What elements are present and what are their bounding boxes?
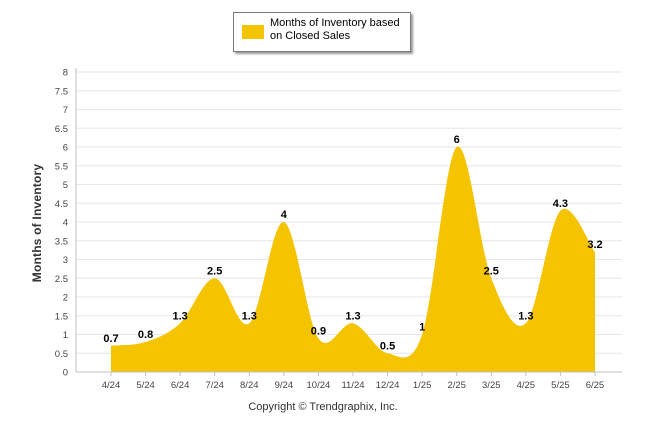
y-tick-label: 7: [63, 105, 68, 116]
y-tick-label: 2.5: [55, 274, 68, 285]
y-tick-label: 2: [63, 293, 68, 304]
x-tick-labels: 4/24 5/24 6/24 7/24 8/24 9/24 10/24 11/24 12/24 1…: [102, 372, 604, 391]
y-tick-label: 5: [63, 180, 68, 191]
y-tick-label: 3: [63, 255, 68, 266]
data-label: 0.9: [311, 325, 326, 337]
x-tick-label: 11/24: [341, 380, 364, 391]
x-tick-label: 9/24: [275, 380, 294, 391]
data-label: 6: [454, 134, 460, 146]
x-tick-label: 1/25: [413, 380, 432, 391]
data-label: 2.5: [484, 265, 499, 277]
data-label: 0.8: [138, 329, 153, 341]
legend-swatch: [242, 25, 264, 39]
y-tick-label: 0.5: [55, 349, 68, 360]
data-label: 0.5: [380, 340, 395, 352]
x-tick-label: 5/25: [551, 380, 570, 391]
y-tick-label: 6: [63, 143, 68, 154]
x-tick-label: 4/25: [517, 380, 536, 391]
gridlines: [76, 71, 622, 354]
x-tick-label: 12/24: [376, 380, 400, 391]
y-tick-label: 1: [63, 330, 68, 341]
x-tick-label: 7/24: [205, 380, 224, 391]
data-label: 1.3: [345, 310, 360, 322]
y-tick-label: 7.5: [55, 86, 68, 97]
y-tick-label: 1.5: [55, 311, 68, 322]
y-axis-title: Months of Inventory: [30, 163, 44, 283]
data-label: 4: [281, 209, 288, 221]
x-tick-label: 4/24: [102, 380, 121, 391]
data-label: 4.3: [553, 198, 568, 210]
x-tick-label: 2/25: [447, 380, 466, 391]
axes: [75, 68, 622, 373]
area-fill: [111, 146, 595, 372]
y-tick-label: 0: [63, 368, 68, 379]
legend: Months of Inventory based on Closed Sale…: [233, 12, 411, 52]
y-tick-label: 4: [63, 218, 68, 229]
x-tick-label: 8/24: [240, 380, 259, 391]
y-tick-label: 6.5: [55, 124, 68, 135]
data-label: 3.2: [587, 239, 602, 251]
legend-label: Months of Inventory based on Closed Sale…: [270, 17, 400, 42]
y-tick-label: 5.5: [55, 161, 68, 172]
x-tick-label: 5/24: [136, 380, 155, 391]
x-tick-label: 10/24: [307, 380, 331, 391]
data-label: 1: [419, 322, 425, 334]
x-tick-label: 3/25: [482, 380, 501, 391]
data-label: 1.3: [242, 310, 257, 322]
x-tick-label: 6/24: [171, 380, 190, 391]
copyright-text: Copyright © Trendgraphix, Inc.: [248, 401, 398, 413]
x-tick-label: 6/25: [586, 380, 605, 391]
data-label: 2.5: [207, 265, 222, 277]
y-tick-label: 8: [63, 68, 68, 79]
y-tick-labels: 0 0.5 1 1.5 2 2.5 3 3.5 4 4.5 5 5.5 6 6.5 7 7.5 8: [55, 68, 68, 379]
data-label: 0.7: [103, 333, 118, 345]
data-label: 1.3: [172, 310, 187, 322]
data-labels: 0.7 0.8 1.3 2.5 1.3 4 0.9 1.3 0.5 1 6 2.5 1.3 4.3 3.2: [103, 134, 602, 352]
data-label: 1.3: [518, 310, 533, 322]
area-series: [111, 146, 595, 372]
y-tick-label: 3.5: [55, 236, 68, 247]
y-tick-label: 4.5: [55, 199, 68, 210]
